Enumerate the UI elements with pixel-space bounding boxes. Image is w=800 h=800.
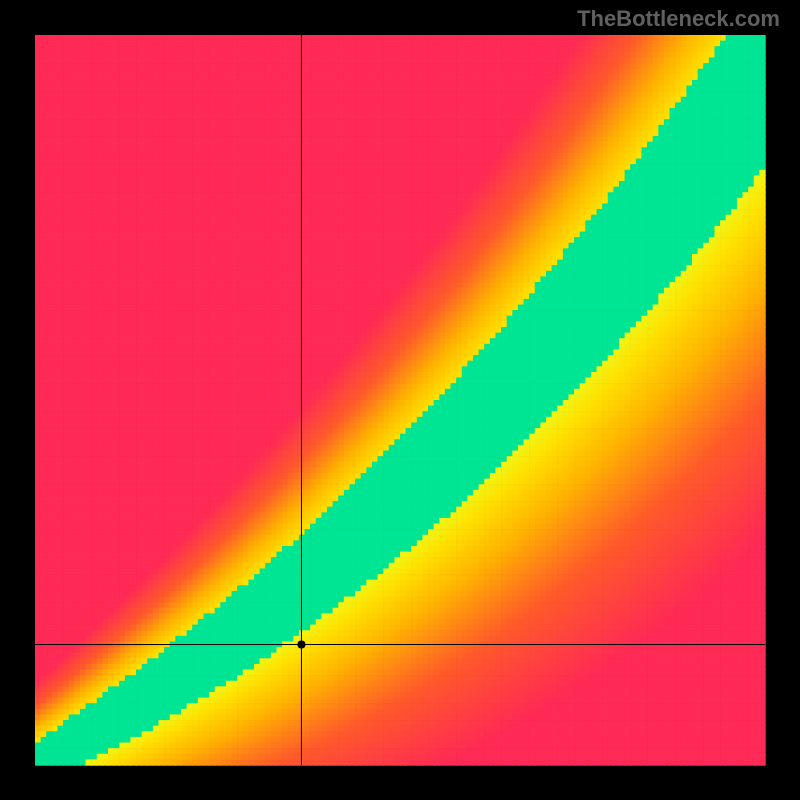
watermark-label: TheBottleneck.com — [577, 6, 780, 32]
bottleneck-heatmap — [0, 0, 800, 800]
